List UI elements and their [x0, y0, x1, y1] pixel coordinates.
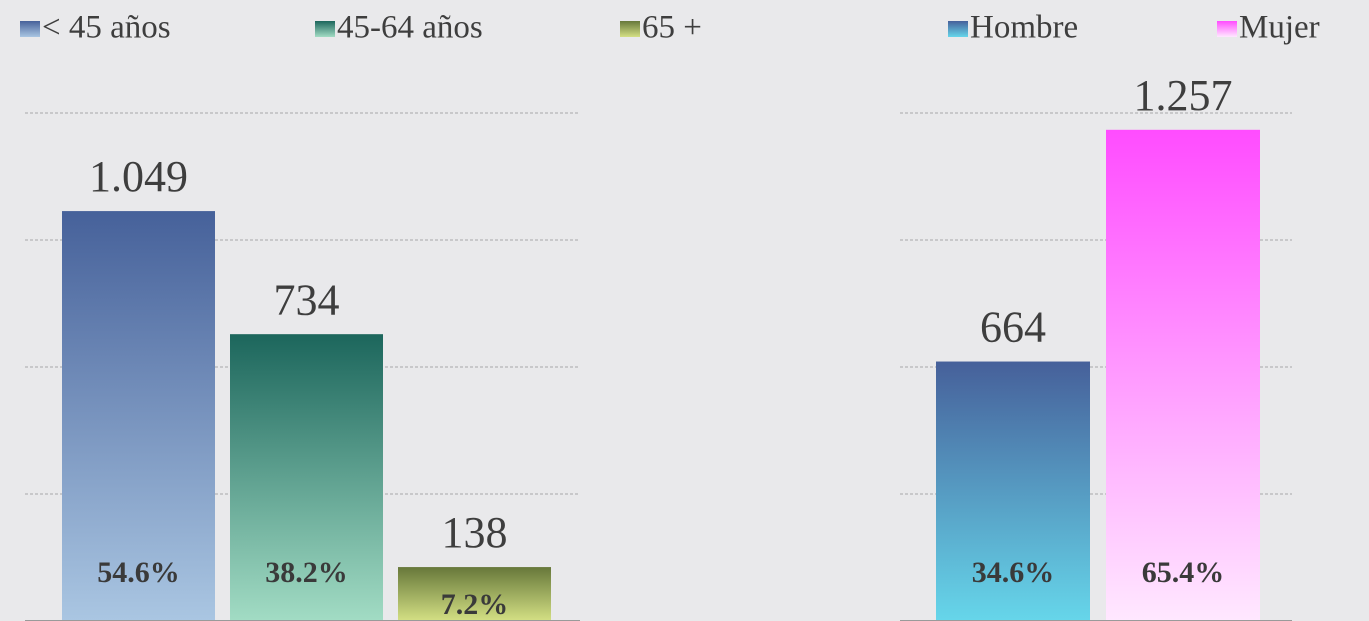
- legend-swatch: [20, 21, 40, 37]
- legend-swatch: [315, 21, 335, 37]
- legend-label: Mujer: [1239, 10, 1320, 46]
- legend-label: Hombre: [970, 10, 1078, 46]
- legend-swatch: [620, 21, 640, 37]
- value-label: 138: [442, 508, 508, 557]
- legend-label: 45-64 años: [337, 10, 483, 46]
- percent-label: 34.6%: [972, 556, 1055, 589]
- bar: [936, 361, 1090, 621]
- value-label: 664: [980, 303, 1046, 352]
- legend-label: < 45 años: [42, 10, 171, 46]
- legend-swatch: [1217, 21, 1237, 37]
- legend-swatch: [948, 21, 968, 37]
- bar: [1106, 129, 1260, 621]
- bar: [398, 567, 551, 621]
- bar: [62, 211, 215, 621]
- percent-label: 7.2%: [441, 588, 509, 621]
- percent-label: 54.6%: [97, 556, 180, 589]
- bar: [230, 334, 383, 621]
- percent-label: 65.4%: [1142, 556, 1225, 589]
- percent-label: 38.2%: [265, 556, 348, 589]
- legend-label: 65 +: [642, 10, 702, 46]
- value-label: 1.257: [1134, 71, 1233, 120]
- value-label: 1.049: [89, 152, 188, 201]
- value-label: 734: [274, 275, 340, 324]
